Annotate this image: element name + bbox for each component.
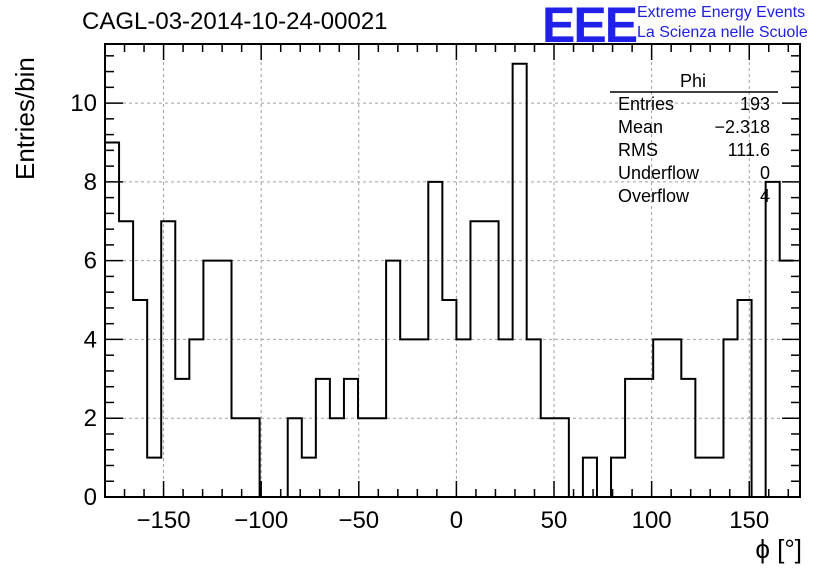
x-axis-label: ϕ [°] bbox=[755, 534, 802, 564]
stats-row-value: 111.6 bbox=[728, 140, 770, 160]
logo-line-1: Extreme Energy Events bbox=[637, 4, 806, 21]
histogram-outline bbox=[105, 62, 794, 498]
y-axis-label: Entries/bin bbox=[10, 57, 40, 180]
stats-row-label: Overflow bbox=[618, 186, 690, 206]
x-tick-label: 100 bbox=[632, 507, 672, 534]
logo-line-2: La Scienza nelle Scuole bbox=[637, 24, 808, 41]
plot-frame bbox=[104, 43, 801, 498]
x-tick-label: 150 bbox=[729, 507, 769, 534]
y-tick-label: 6 bbox=[84, 248, 97, 275]
stats-row-label: Underflow bbox=[618, 163, 700, 183]
y-tick-label: 2 bbox=[84, 405, 97, 432]
stats-row-label: RMS bbox=[618, 140, 658, 160]
stats-row-label: Mean bbox=[618, 117, 663, 137]
x-tick-label: −50 bbox=[338, 507, 379, 534]
tick-labels-layer: −150 −100 −50 0 50 100 150 0 2 4 6 8 10 bbox=[70, 90, 769, 534]
x-tick-label: −150 bbox=[137, 507, 191, 534]
y-tick-label: 4 bbox=[84, 326, 97, 353]
stats-box: Phi Entries 193 Mean −2.318 RMS 111.6 Underflo… bbox=[610, 71, 778, 206]
y-tick-label: 10 bbox=[70, 90, 97, 117]
x-tick-label: −100 bbox=[234, 507, 288, 534]
stats-row-value: 4 bbox=[760, 186, 770, 206]
chart-title: CAGL-03-2014-10-24-00021 bbox=[82, 8, 388, 35]
stats-row-value: −2.318 bbox=[714, 117, 770, 137]
y-tick-label: 0 bbox=[84, 484, 97, 511]
stats-row-label: Entries bbox=[618, 94, 674, 114]
x-tick-label: 0 bbox=[450, 507, 463, 534]
stats-title: Phi bbox=[680, 71, 706, 91]
eee-logo: EEE bbox=[542, 0, 638, 53]
x-tick-label: 50 bbox=[541, 507, 568, 534]
y-tick-label: 8 bbox=[84, 169, 97, 196]
stats-row-value: 0 bbox=[760, 163, 770, 183]
stats-row-value: 193 bbox=[740, 94, 770, 114]
